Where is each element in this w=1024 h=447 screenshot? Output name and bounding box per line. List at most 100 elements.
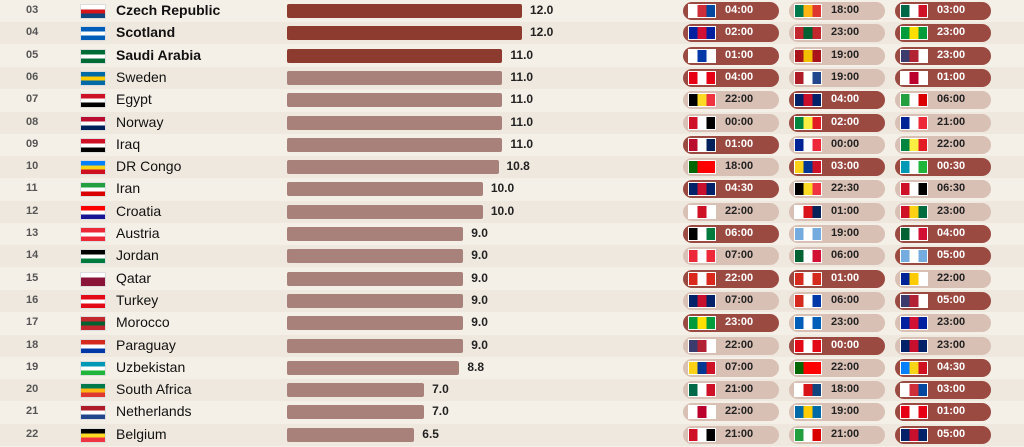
opponent-flag-icon — [900, 293, 928, 308]
match-pill[interactable]: 07:00 — [683, 358, 779, 377]
match-pill[interactable]: 01:00 — [789, 269, 885, 288]
match-pill[interactable]: 04:00 — [895, 225, 991, 243]
opponent-flag-icon — [688, 137, 716, 152]
match-pill[interactable]: 23:00 — [895, 46, 991, 65]
match-pill[interactable]: 22:00 — [789, 358, 885, 377]
match-pill[interactable]: 22:00 — [683, 336, 779, 355]
bar — [287, 405, 425, 420]
match-pill[interactable]: 05:00 — [895, 291, 991, 310]
match-pill[interactable]: 19:00 — [789, 403, 885, 422]
match-pill[interactable]: 18:00 — [683, 158, 779, 177]
match-pill[interactable]: 22:00 — [683, 202, 779, 221]
match-pill[interactable]: 18:00 — [789, 2, 885, 20]
match-pill[interactable]: 21:00 — [789, 425, 885, 444]
match-time: 00:00 — [725, 115, 754, 128]
match-pill[interactable]: 23:00 — [895, 314, 991, 333]
opponent-flag-icon — [900, 70, 928, 85]
match-pill[interactable]: 00:30 — [895, 158, 991, 177]
opponent-flag-icon — [900, 427, 928, 442]
match-pill[interactable]: 07:00 — [683, 291, 779, 310]
match-time: 23:00 — [831, 26, 860, 39]
match-pill[interactable]: 06:00 — [789, 291, 885, 310]
bar-value-label: 9.0 — [471, 292, 488, 307]
match-pill[interactable]: 21:00 — [895, 113, 991, 132]
country-name: Uzbekistan — [116, 358, 186, 375]
bar-value-label: 9.0 — [471, 226, 488, 240]
match-pill[interactable]: 00:00 — [789, 135, 885, 154]
match-pill[interactable]: 06:00 — [683, 225, 779, 243]
match-pill[interactable]: 22:30 — [789, 180, 885, 199]
match-pill[interactable]: 03:00 — [895, 2, 991, 20]
match-pill[interactable]: 04:00 — [683, 2, 779, 20]
table-row: 21 Netherlands 7.0 22:00 19:00 01:00 — [0, 401, 1024, 423]
match-pill[interactable]: 01:00 — [895, 403, 991, 422]
match-pill[interactable]: 04:00 — [789, 91, 885, 110]
match-pill[interactable]: 07:00 — [683, 247, 779, 266]
match-pill[interactable]: 06:30 — [895, 180, 991, 199]
match-pill[interactable]: 21:00 — [683, 425, 779, 444]
country-name: Iraq — [116, 135, 141, 152]
match-pill[interactable]: 04:00 — [683, 68, 779, 87]
match-pill[interactable]: 23:00 — [895, 336, 991, 355]
match-pill[interactable]: 21:00 — [683, 381, 779, 400]
rank-label: 19 — [26, 360, 39, 373]
match-pill[interactable]: 01:00 — [789, 202, 885, 221]
match-pill[interactable]: 23:00 — [789, 314, 885, 333]
match-pill[interactable]: 06:00 — [895, 91, 991, 110]
match-pill[interactable]: 00:00 — [789, 336, 885, 355]
bar-value-label: 9.0 — [471, 315, 488, 330]
match-pill[interactable]: 22:00 — [895, 135, 991, 154]
match-pill[interactable]: 23:00 — [895, 202, 991, 221]
match-pill[interactable]: 05:00 — [895, 247, 991, 266]
table-row: 15 Qatar 9.0 22:00 01:00 22:00 — [0, 268, 1024, 290]
match-pill[interactable]: 23:00 — [789, 24, 885, 43]
match-pill[interactable]: 22:00 — [683, 403, 779, 422]
rank-label: 11 — [26, 182, 38, 195]
match-pill[interactable]: 22:00 — [683, 269, 779, 288]
match-pill[interactable]: 18:00 — [789, 381, 885, 400]
rank-label: 14 — [26, 249, 39, 262]
match-time: 22:00 — [725, 204, 754, 217]
opponent-flag-icon — [794, 316, 822, 331]
match-pill[interactable]: 01:00 — [683, 46, 779, 65]
opponent-flag-icon — [688, 160, 716, 175]
match-pill[interactable]: 23:00 — [895, 24, 991, 43]
match-pill[interactable]: 19:00 — [789, 68, 885, 87]
country-flag-icon — [80, 338, 106, 354]
opponent-flag-icon — [794, 204, 822, 219]
match-time: 21:00 — [725, 383, 754, 396]
match-pill[interactable]: 01:00 — [683, 135, 779, 154]
match-pill[interactable]: 02:00 — [683, 24, 779, 43]
country-name: South Africa — [116, 381, 192, 398]
country-flag-icon — [80, 360, 106, 376]
match-pill[interactable]: 19:00 — [789, 46, 885, 65]
bar-value-label: 12.0 — [530, 3, 554, 17]
match-pill[interactable]: 22:00 — [895, 269, 991, 288]
table-row: 10 DR Congo 10.8 18:00 03:00 00:30 — [0, 156, 1024, 179]
match-pill[interactable]: 22:00 — [683, 91, 779, 110]
match-pill[interactable]: 06:00 — [789, 247, 885, 266]
match-pill[interactable]: 04:30 — [683, 180, 779, 199]
match-pill[interactable]: 19:00 — [789, 225, 885, 243]
table-row: 22 Belgium 6.5 21:00 21:00 05:00 — [0, 423, 1024, 446]
match-time: 01:00 — [937, 405, 966, 418]
country-flag-icon — [80, 160, 106, 176]
opponent-flag-icon — [900, 316, 928, 331]
opponent-flag-icon — [794, 249, 822, 264]
match-pill[interactable]: 02:00 — [789, 113, 885, 132]
match-pill[interactable]: 03:00 — [895, 381, 991, 400]
country-flag-icon — [80, 93, 106, 109]
table-row: 19 Uzbekistan 8.8 07:00 22:00 04:30 — [0, 357, 1024, 379]
match-pill[interactable]: 00:00 — [683, 113, 779, 132]
opponent-flag-icon — [794, 93, 822, 108]
match-pill[interactable]: 01:00 — [895, 68, 991, 87]
match-pill[interactable]: 04:30 — [895, 358, 991, 377]
opponent-flag-icon — [688, 4, 716, 18]
match-pill[interactable]: 23:00 — [683, 314, 779, 333]
match-pill[interactable]: 03:00 — [789, 158, 885, 177]
match-pill[interactable]: 05:00 — [895, 425, 991, 444]
opponent-flag-icon — [794, 271, 822, 286]
rank-label: 21 — [26, 405, 39, 418]
country-name: DR Congo — [116, 158, 182, 175]
match-time: 18:00 — [831, 383, 860, 396]
